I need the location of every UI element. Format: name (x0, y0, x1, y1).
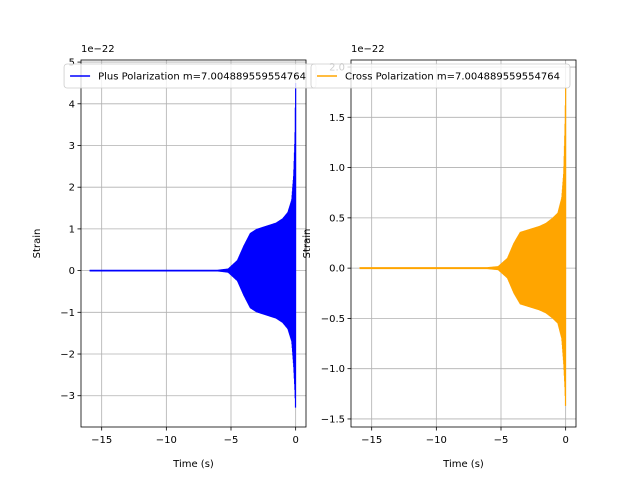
legend-box (310, 63, 571, 89)
y-offset-label: 1e−22 (81, 44, 115, 55)
y-tick-label: −0.5 (321, 314, 345, 325)
x-tick-label: −5 (494, 435, 509, 446)
x-tick-label: −15 (91, 435, 112, 446)
legend: Plus Polarization m=7.004889559554764 (63, 63, 317, 89)
y-offset-label: 1e−22 (351, 44, 385, 55)
legend-label: Cross Polarization m=7.004889559554764 (345, 72, 560, 83)
y-tick-label: −3 (60, 391, 75, 402)
x-tick-label: 0 (292, 435, 298, 446)
y-tick-label: −2 (60, 350, 75, 361)
axes-frame (80, 59, 307, 428)
y-tick-label: 1 (69, 224, 75, 235)
y-tick-label: 5 (69, 58, 75, 69)
axes-frame (350, 59, 577, 428)
x-tick-label: −10 (426, 435, 447, 446)
legend-label: Plus Polarization m=7.004889559554764 (98, 72, 306, 83)
x-axis-label: Time (s) (172, 459, 214, 470)
y-tick-label: 1.5 (329, 113, 345, 124)
x-tick-label: −15 (361, 435, 382, 446)
y-tick-label: −1.0 (321, 364, 345, 375)
y-tick-label: −1.5 (321, 414, 345, 425)
legend: Cross Polarization m=7.004889559554764 (310, 63, 571, 89)
y-tick-label: 2 (69, 183, 75, 194)
cross-polarization-chart: −15−10−50−1.5−1.0−0.50.00.51.01.52.01e−2… (302, 44, 577, 470)
y-tick-label: 0.5 (329, 213, 345, 224)
y-tick-label: 3 (69, 141, 75, 152)
series-line-0 (89, 82, 297, 408)
series-line-0 (359, 87, 567, 406)
x-axis-label: Time (s) (442, 459, 484, 470)
y-tick-label: 0.0 (329, 264, 345, 275)
y-tick-label: −1 (60, 308, 75, 319)
x-tick-label: −5 (224, 435, 239, 446)
x-tick-label: −10 (156, 435, 177, 446)
y-axis-label: Strain (302, 229, 313, 259)
y-axis-label: Strain (32, 229, 43, 259)
x-tick-label: 0 (562, 435, 568, 446)
y-tick-label: 4 (69, 99, 75, 110)
y-tick-label: 0 (69, 266, 75, 277)
y-tick-label: 1.0 (329, 163, 345, 174)
